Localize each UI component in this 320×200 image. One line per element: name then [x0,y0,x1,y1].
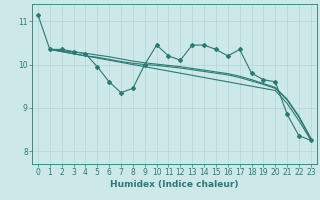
X-axis label: Humidex (Indice chaleur): Humidex (Indice chaleur) [110,180,239,189]
